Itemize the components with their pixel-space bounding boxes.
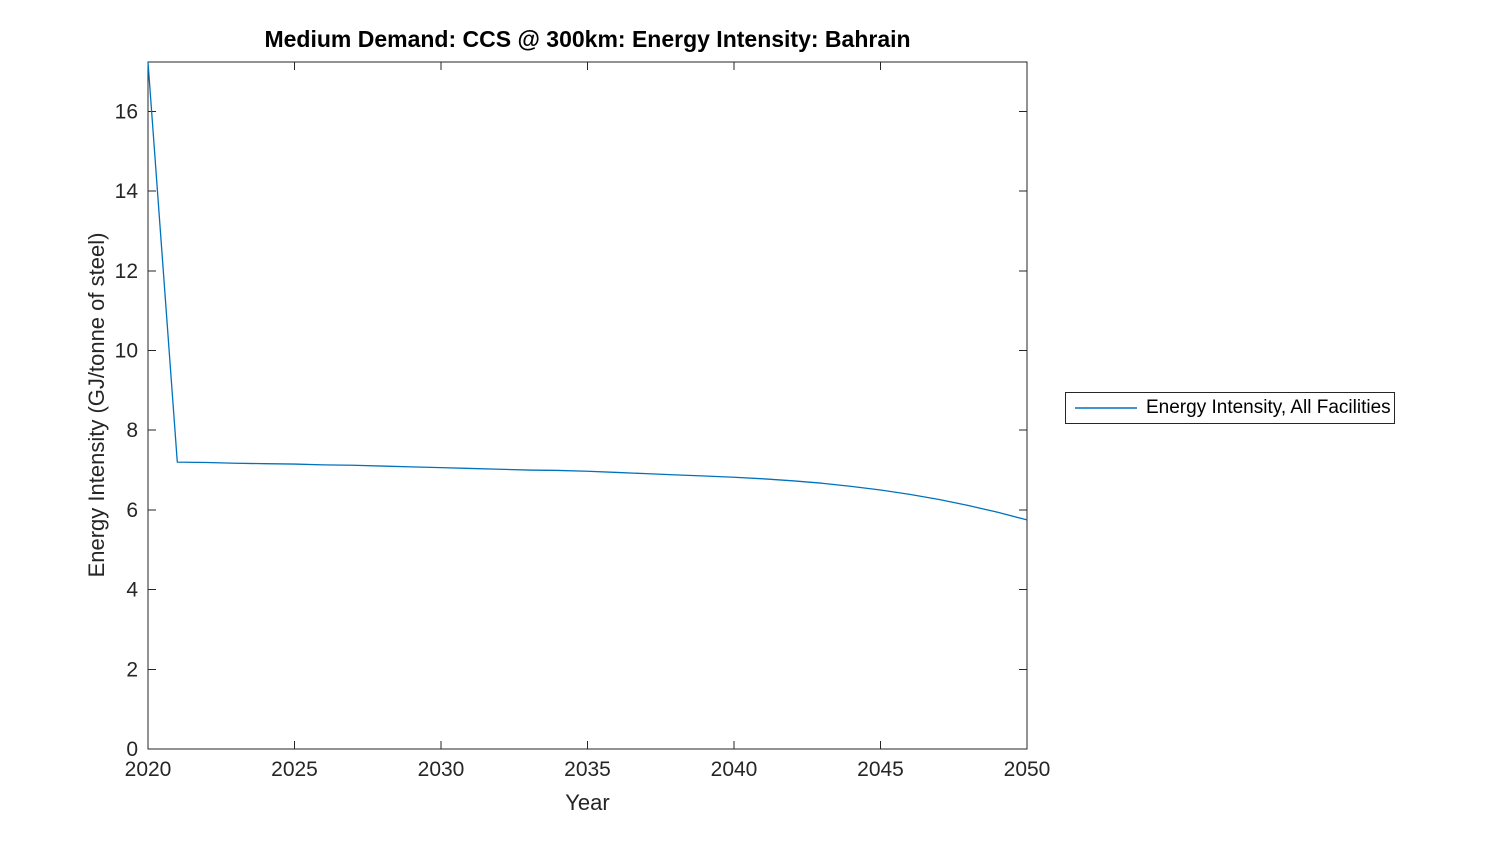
y-tick-label: 14	[115, 180, 139, 203]
x-tick-label: 2025	[271, 758, 318, 781]
legend-label: Energy Intensity, All Facilities	[1146, 397, 1391, 418]
y-tick-label: 6	[126, 499, 138, 522]
y-tick-label: 8	[126, 419, 138, 442]
y-tick-label: 16	[115, 100, 138, 123]
y-tick-label: 2	[126, 658, 138, 681]
x-tick-label: 2045	[857, 758, 904, 781]
y-tick-label: 10	[115, 340, 138, 363]
legend: Energy Intensity, All Facilities	[1065, 392, 1395, 424]
y-tick-label: 0	[126, 738, 138, 761]
x-tick-label: 2020	[125, 758, 172, 781]
legend-line-sample-icon	[1075, 407, 1137, 409]
series-line-energy-intensity	[147, 61, 1028, 521]
y-tick-label: 4	[126, 579, 138, 602]
y-axis-label: Energy Intensity (GJ/tonne of steel)	[84, 232, 109, 578]
x-axis-label: Year	[565, 790, 610, 815]
x-tick-label: 2035	[564, 758, 611, 781]
x-tick-label: 2030	[418, 758, 465, 781]
plot-box	[147, 61, 1028, 750]
chart-title: Medium Demand: CCS @ 300km: Energy Inten…	[264, 26, 911, 52]
x-tick-label: 2050	[1004, 758, 1051, 781]
y-tick-label: 12	[115, 260, 138, 283]
x-tick-label: 2040	[711, 758, 758, 781]
